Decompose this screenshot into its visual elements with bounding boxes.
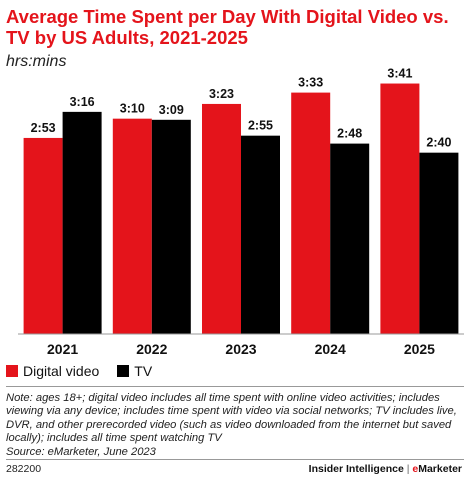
data-label-tv-2025: 2:40 <box>426 136 451 150</box>
brand-emarketer-rest: Marketer <box>418 463 462 475</box>
legend-item-tv: TV <box>117 363 152 379</box>
data-label-digital-video-2022: 3:10 <box>120 102 145 116</box>
legend-item-digital-video: Digital video <box>6 363 99 379</box>
legend-swatch-digital-video <box>6 365 18 377</box>
bar-tv-2023 <box>241 135 280 334</box>
data-label-digital-video-2024: 3:33 <box>298 76 323 90</box>
bar-digital-video-2024 <box>291 92 331 334</box>
data-label-digital-video-2023: 3:23 <box>209 87 234 101</box>
note-source: Source: eMarketer, June 2023 <box>6 445 156 458</box>
x-tick-label-2021: 2021 <box>47 341 78 357</box>
data-label-tv-2022: 3:09 <box>159 103 184 117</box>
data-label-tv-2021: 3:16 <box>70 95 95 109</box>
legend-label-digital-video: Digital video <box>23 363 100 379</box>
chart-id: 282200 <box>6 463 42 475</box>
data-label-tv-2023: 2:55 <box>248 119 273 133</box>
brand-credit: Insider Intelligence | eMarketer <box>309 463 462 475</box>
bar-digital-video-2022 <box>112 118 152 335</box>
x-tick-label-2023: 2023 <box>225 341 256 357</box>
chart-note: Note: ages 18+; digital video includes a… <box>6 392 464 459</box>
chart-subtitle: hrs:mins <box>6 53 67 70</box>
brand-separator: | <box>406 463 410 475</box>
note-divider <box>6 386 464 387</box>
x-tick-label-2024: 2024 <box>315 341 346 357</box>
data-label-digital-video-2021: 2:53 <box>31 121 56 135</box>
bar-chart: 2:53 3:16 2021 3:10 3:09 2022 3:23 2:55 2023 3:33… <box>18 67 464 357</box>
legend-swatch-tv <box>117 365 130 377</box>
bar-tv-2025 <box>419 152 459 334</box>
legend-label-tv: TV <box>134 363 153 379</box>
bar-digital-video-2023 <box>202 103 241 334</box>
x-tick-label-2025: 2025 <box>404 341 435 357</box>
data-label-digital-video-2025: 3:41 <box>387 67 412 81</box>
brand-insider-intelligence: Insider Intelligence <box>308 463 404 475</box>
footer-divider <box>6 459 464 460</box>
bar-tv-2021 <box>62 111 102 334</box>
data-label-tv-2024: 2:48 <box>337 127 362 141</box>
note-text: Note: ages 18+; digital video includes a… <box>6 392 457 445</box>
brand-emarketer-e: e <box>412 463 419 475</box>
bar-tv-2024 <box>330 143 370 334</box>
chart-legend: Digital video TV <box>6 363 170 379</box>
bar-digital-video-2021 <box>23 137 63 334</box>
chart-title: Average Time Spent per Day With Digital … <box>6 6 449 48</box>
bar-digital-video-2025 <box>380 83 420 335</box>
bar-tv-2022 <box>151 119 191 334</box>
x-tick-label-2022: 2022 <box>136 341 167 357</box>
